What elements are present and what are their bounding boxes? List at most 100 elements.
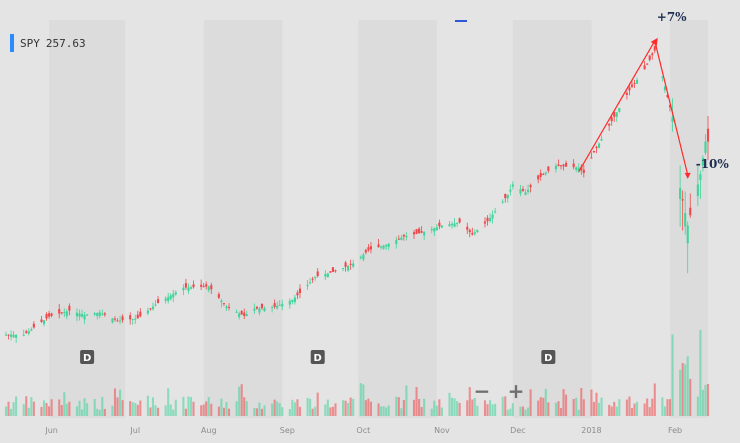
candle-body: [364, 249, 367, 253]
volume-bar: [96, 408, 99, 416]
candle-body: [111, 318, 114, 323]
volume-bar: [238, 386, 241, 416]
candle-body: [668, 105, 672, 108]
volume-bar: [276, 401, 279, 416]
candle-body: [271, 307, 274, 309]
volume-bar: [367, 398, 370, 416]
volume-bar: [253, 407, 256, 416]
volume-bar: [618, 399, 621, 416]
volume-bar: [433, 400, 436, 416]
zoom-out-button[interactable]: −: [473, 379, 491, 403]
volume-bar: [635, 401, 639, 416]
candle-body: [288, 300, 291, 305]
candle-body: [235, 311, 238, 313]
dividend-marker-label[interactable]: D: [544, 353, 552, 364]
volume-bar: [113, 388, 117, 416]
candle-body: [344, 262, 347, 267]
volume-bar: [648, 407, 651, 416]
candle-body: [276, 305, 279, 309]
candle-body: [210, 285, 213, 290]
volume-bar: [468, 387, 471, 416]
volume-bar: [501, 396, 504, 416]
candle-body: [456, 222, 459, 224]
candle-body: [572, 163, 575, 168]
annotation-gain: +7%: [657, 10, 687, 24]
candles: [4, 45, 710, 343]
volume-bar: [136, 404, 139, 416]
volume-bar: [347, 402, 350, 416]
volume-bar: [473, 397, 476, 416]
candle-body: [369, 246, 372, 250]
volume-bar: [184, 408, 187, 416]
ticker-text: SPY 257.63: [20, 37, 92, 50]
dividend-marker[interactable]: [80, 350, 95, 364]
volume-bar: [349, 397, 352, 416]
candle-body: [118, 320, 122, 322]
volume-bar: [580, 387, 583, 416]
candle-body: [184, 283, 187, 288]
candle-body: [506, 194, 509, 199]
volume-bar: [174, 399, 177, 416]
volume-bar: [78, 400, 81, 416]
volume-bar: [309, 398, 312, 416]
trend-arrow: [684, 172, 691, 179]
month-band: [358, 20, 437, 418]
candle-body: [40, 319, 43, 323]
candle-body: [63, 312, 66, 314]
volume-bar: [509, 408, 512, 416]
candle-body: [671, 117, 674, 122]
volume-bar: [628, 396, 631, 416]
volume-bar: [423, 398, 426, 416]
trend-arrow: [650, 37, 658, 46]
volume-bar: [146, 395, 149, 416]
volume-bar: [704, 384, 707, 416]
candle-body: [136, 314, 139, 319]
volume-bar: [380, 406, 383, 416]
candle-body: [347, 265, 350, 271]
volume-bar: [263, 405, 266, 416]
candle-body: [511, 184, 514, 187]
candle-body: [86, 314, 89, 316]
volume-bar: [27, 407, 30, 416]
candle-body: [699, 174, 702, 181]
volume-bar: [288, 409, 291, 416]
volume-bar: [625, 399, 628, 416]
dividend-marker-label[interactable]: D: [83, 353, 91, 364]
volume-bar: [527, 407, 530, 416]
dividend-marker[interactable]: [541, 350, 556, 364]
candle-body: [433, 228, 436, 232]
candle-body: [205, 284, 208, 287]
candle-body: [613, 112, 616, 117]
volume-bar: [511, 403, 514, 416]
volume-bar: [187, 396, 190, 416]
volume-bar: [519, 406, 522, 416]
candle-body: [326, 273, 329, 278]
x-tick-label: Nov: [434, 426, 450, 435]
candle-body: [600, 139, 603, 141]
candle-body: [10, 334, 13, 337]
candle-body: [473, 232, 476, 234]
volume-bar: [440, 407, 443, 416]
ticker-symbol: SPY: [20, 36, 40, 50]
dividend-marker-label[interactable]: D: [314, 353, 322, 364]
volume-bar: [448, 392, 451, 416]
candle-body: [157, 299, 160, 303]
volume-bar: [450, 397, 454, 416]
volume-bar: [217, 406, 220, 416]
candle-body: [684, 213, 687, 227]
volume-bar: [271, 403, 274, 416]
volume-bar: [412, 399, 416, 416]
volume-bar: [544, 388, 547, 416]
zoom-in-button[interactable]: +: [507, 379, 525, 403]
volume-bar: [415, 387, 418, 416]
ticker-badge: SPY 257.63: [10, 34, 92, 52]
volume-bar: [157, 407, 160, 416]
candle-body: [255, 306, 258, 309]
candle-body: [595, 146, 598, 149]
candle-body: [696, 184, 699, 197]
dividend-marker[interactable]: [310, 350, 325, 364]
candle-body: [75, 312, 79, 317]
volume-bar: [400, 408, 403, 416]
